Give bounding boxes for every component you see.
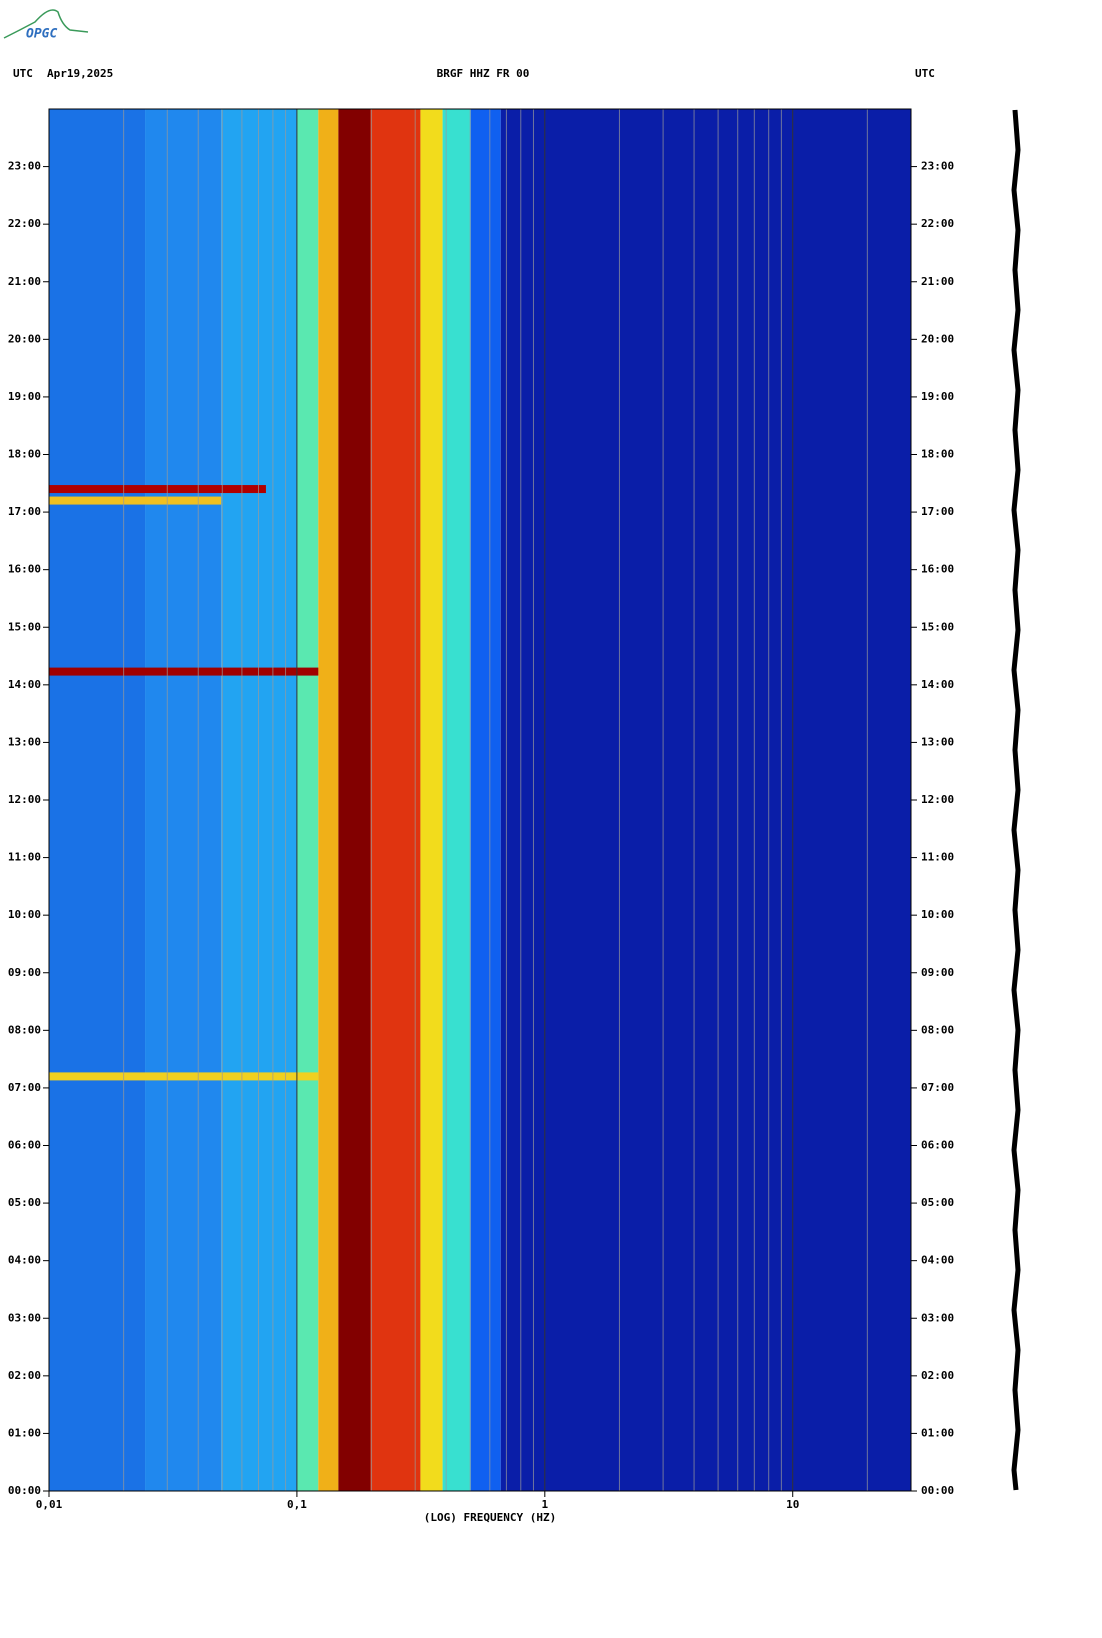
date: Apr19,2025 [47, 67, 113, 80]
y-tick-label: 08:00 [8, 1023, 41, 1036]
y-tick-label: 11:00 [8, 851, 41, 864]
y-tick-label: 23:00 [8, 160, 41, 173]
event-band [49, 496, 222, 505]
y-tick-label: 16:00 [8, 563, 41, 576]
y-tick-label: 20:00 [8, 332, 41, 345]
y-tick-label-right: 05:00 [921, 1196, 954, 1209]
y-tick-label-right: 17:00 [921, 505, 954, 518]
y-tick-label-right: 04:00 [921, 1254, 954, 1267]
y-tick-label: 00:00 [8, 1484, 41, 1497]
y-tick-label: 06:00 [8, 1139, 41, 1152]
spectral-band [470, 109, 501, 1491]
y-tick-label-right: 09:00 [921, 966, 954, 979]
y-tick-label: 05:00 [8, 1196, 41, 1209]
y-tick-label-right: 03:00 [921, 1311, 954, 1324]
spectral-band [338, 109, 371, 1491]
y-tick-label-right: 23:00 [921, 160, 954, 173]
y-tick-label-right: 22:00 [921, 217, 954, 230]
event-band [49, 667, 319, 676]
spectral-band [318, 109, 339, 1491]
y-tick-label-right: 12:00 [921, 793, 954, 806]
y-tick-label: 14:00 [8, 678, 41, 691]
y-tick-label: 09:00 [8, 966, 41, 979]
y-tick-label: 04:00 [8, 1254, 41, 1267]
x-axis-label: (LOG) FREQUENCY (HZ) [424, 1511, 556, 1524]
y-tick-label: 13:00 [8, 735, 41, 748]
y-tick-label-right: 00:00 [921, 1484, 954, 1497]
logo-arc [3, 9, 89, 39]
event-band [49, 485, 266, 494]
y-tick-label: 10:00 [8, 908, 41, 921]
y-tick-label: 17:00 [8, 505, 41, 518]
x-tick-label: 1 [541, 1498, 548, 1511]
x-tick-label: 0,01 [36, 1498, 63, 1511]
y-tick-label-right: 08:00 [921, 1023, 954, 1036]
y-tick-label-right: 16:00 [921, 563, 954, 576]
y-tick-label-right: 01:00 [921, 1426, 954, 1439]
spectral-band [49, 109, 146, 1491]
spectral-band [420, 109, 443, 1491]
left-label: UTC [13, 67, 33, 80]
y-tick-label-right: 07:00 [921, 1081, 954, 1094]
y-tick-label: 15:00 [8, 620, 41, 633]
y-tick-label: 12:00 [8, 793, 41, 806]
y-tick-label: 07:00 [8, 1081, 41, 1094]
y-tick-label-right: 21:00 [921, 275, 954, 288]
y-tick-label: 01:00 [8, 1426, 41, 1439]
y-tick-label: 02:00 [8, 1369, 41, 1382]
y-tick-label: 03:00 [8, 1311, 41, 1324]
y-tick-label-right: 19:00 [921, 390, 954, 403]
seismogram-trace [1011, 109, 1021, 1491]
right-label: UTC [915, 67, 935, 80]
x-tick-label: 10 [786, 1498, 799, 1511]
plot-frame [48, 108, 912, 1492]
y-tick-label-right: 14:00 [921, 678, 954, 691]
spectral-band [221, 109, 297, 1491]
y-tick-label: 22:00 [8, 217, 41, 230]
spectral-band [296, 109, 319, 1491]
y-tick-label-right: 13:00 [921, 735, 954, 748]
x-tick-label: 0,1 [287, 1498, 307, 1511]
y-tick-label-right: 20:00 [921, 332, 954, 345]
spectral-band [500, 109, 911, 1491]
chart-title: BRGF HHZ FR 00 [437, 67, 530, 80]
y-tick-label: 18:00 [8, 448, 41, 461]
y-tick-label-right: 02:00 [921, 1369, 954, 1382]
logo: OPGC [26, 27, 57, 42]
y-tick-label: 21:00 [8, 275, 41, 288]
y-tick-label-right: 06:00 [921, 1139, 954, 1152]
y-tick-label-right: 10:00 [921, 908, 954, 921]
spectral-band [442, 109, 471, 1491]
y-tick-label: 19:00 [8, 390, 41, 403]
y-tick-label-right: 18:00 [921, 448, 954, 461]
y-tick-label-right: 11:00 [921, 851, 954, 864]
spectral-band [370, 109, 421, 1491]
event-band [49, 1072, 319, 1081]
spectral-band [145, 109, 222, 1491]
y-tick-label-right: 15:00 [921, 620, 954, 633]
